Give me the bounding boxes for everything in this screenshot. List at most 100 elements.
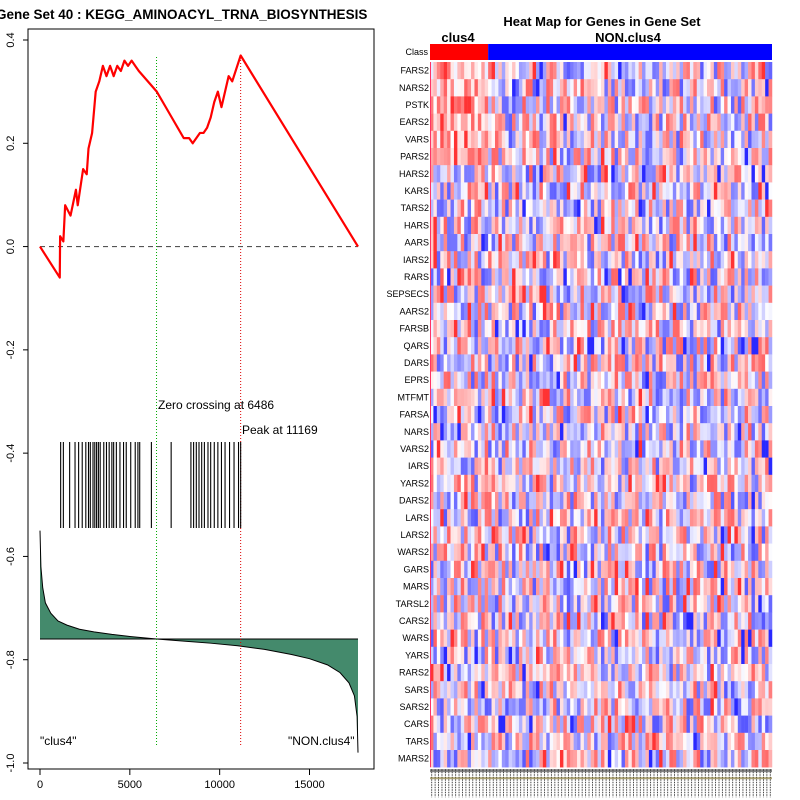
heatmap-cell	[700, 440, 704, 458]
heatmap-cell	[549, 199, 554, 218]
heatmap-cell	[590, 492, 595, 510]
heatmap-cell	[549, 234, 554, 252]
heatmap-cell	[758, 612, 762, 630]
heatmap-cell	[693, 182, 698, 200]
heatmap-cell	[498, 612, 503, 630]
heatmap-cell	[577, 251, 581, 269]
heatmap-cell	[529, 320, 533, 338]
heatmap-cell	[570, 199, 574, 218]
heatmap-cell	[618, 182, 622, 200]
heatmap-cell	[457, 320, 462, 338]
heatmap-cell	[597, 165, 602, 183]
heatmap-cell	[720, 354, 725, 372]
heatmap-cell	[679, 182, 684, 200]
heatmap-cell	[744, 509, 749, 527]
heatmap-cell	[751, 474, 756, 493]
heatmap-cell	[447, 440, 451, 458]
heatmap-cell	[686, 560, 691, 579]
heatmap-cell	[430, 543, 434, 562]
heatmap-cell	[601, 612, 605, 630]
heatmap-cell	[624, 337, 629, 355]
heatmap-cell	[635, 423, 639, 441]
heatmap-cell	[744, 698, 749, 716]
heatmap-cell	[754, 148, 759, 166]
heatmap-cell	[638, 543, 643, 562]
heatmap-cell	[594, 96, 598, 114]
heatmap-cell	[570, 130, 574, 149]
heatmap-cell	[758, 560, 762, 579]
heatmap-cell	[566, 96, 571, 114]
heatmap-cell	[556, 268, 561, 286]
heatmap-cell	[573, 251, 578, 269]
heatmap-cell	[464, 388, 468, 407]
heatmap-cell	[645, 750, 650, 768]
heatmap-cell	[700, 543, 704, 562]
heatmap-cell	[532, 509, 537, 527]
heatmap-cell	[529, 216, 533, 235]
heatmap-cell	[648, 371, 653, 390]
heatmap-cell	[710, 234, 715, 252]
heatmap-cell	[659, 646, 663, 665]
heatmap-cell	[460, 560, 465, 579]
heatmap-cell	[453, 182, 458, 200]
heatmap-cell	[761, 337, 766, 355]
heatmap-cell	[648, 96, 653, 114]
heatmap-cell	[700, 698, 704, 716]
heatmap-cell	[707, 371, 711, 390]
heatmap-cell	[464, 423, 468, 441]
heatmap-cell	[474, 113, 479, 132]
heatmap-cell	[542, 578, 547, 596]
heatmap-cell	[508, 715, 513, 734]
zero-crossing-label: Zero crossing at 6486	[158, 398, 274, 412]
heatmap-cell	[549, 543, 554, 562]
heatmap-cell	[477, 715, 482, 734]
heatmap-cell	[604, 646, 609, 665]
heatmap-cell	[433, 732, 438, 751]
heatmap-cell	[436, 732, 441, 751]
heatmap-cell	[464, 457, 468, 476]
heatmap-cell	[474, 406, 479, 424]
heatmap-cell	[703, 732, 708, 751]
column-label-band	[430, 777, 772, 780]
heatmap-cell	[713, 251, 718, 269]
heatmap-cell	[597, 646, 602, 665]
heatmap-cell	[741, 681, 745, 699]
heatmap-cell	[669, 526, 674, 544]
heatmap-cell	[669, 234, 674, 252]
heatmap-cell	[474, 526, 479, 544]
heatmap-cell	[751, 130, 756, 149]
heatmap-cell	[662, 629, 667, 648]
heatmap-cell	[460, 234, 465, 252]
heatmap-cell	[659, 96, 663, 114]
heatmap-cell	[727, 457, 732, 476]
heatmap-cell	[621, 474, 626, 493]
heatmap-cell	[553, 457, 557, 476]
heatmap-cell	[717, 698, 721, 716]
heatmap-cell	[556, 354, 561, 372]
heatmap-cell	[607, 664, 612, 682]
heatmap-cell	[614, 388, 619, 407]
heatmap-cell	[768, 560, 773, 579]
heatmap-cell	[628, 388, 633, 407]
heatmap-cell	[744, 62, 749, 80]
heatmap-cell	[577, 62, 581, 80]
heatmap-cell	[477, 234, 482, 252]
heatmap-cell	[590, 474, 595, 493]
heatmap-cell	[553, 62, 557, 80]
heatmap-cell	[710, 371, 715, 390]
heatmap-cell	[665, 595, 670, 613]
heatmap-cell	[549, 251, 554, 269]
heatmap-cell	[597, 406, 602, 424]
heatmap-cell	[662, 681, 667, 699]
heatmap-cell	[580, 234, 585, 252]
heatmap-cell	[505, 578, 509, 596]
heatmap-cell	[751, 578, 756, 596]
heatmap-cell	[717, 234, 721, 252]
heatmap-cell	[525, 698, 530, 716]
heatmap-cell	[635, 320, 639, 338]
heatmap-cell	[512, 113, 516, 132]
heatmap-cell	[703, 371, 708, 390]
heatmap-cell	[597, 199, 602, 218]
heatmap-cell	[662, 165, 667, 183]
heatmap-cell	[508, 750, 513, 768]
